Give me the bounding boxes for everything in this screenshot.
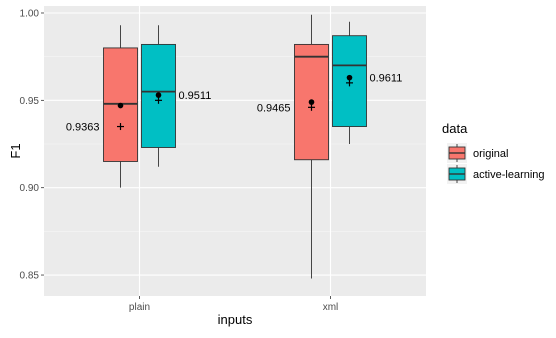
mean-point [346,74,353,81]
y-axis-title: F1 [8,143,23,158]
mean-annotations: 0.9363 0.9465 0.9511 0.9611 [66,73,402,134]
legend: data original active-learning [442,121,545,184]
mean-label: 0.9465 [257,102,291,114]
mean-label: 0.9611 [370,73,403,85]
legend-key-active-learning [447,164,467,184]
box-original-xml [294,14,329,279]
box-series [103,14,367,279]
legend-title: data [442,121,468,136]
mean-label: 0.9511 [179,90,212,102]
y-tick-label: 0.85 [20,271,40,282]
y-tick-label: 0.95 [20,96,40,107]
mean-point [308,99,315,105]
box-active-learning-plain [141,25,176,167]
box-active-learning-xml [332,21,367,145]
y-tick-label: 1.00 [20,8,40,19]
x-tick-label: xml [323,302,339,313]
plot-panel [44,6,426,296]
x-tick-label: plain [129,302,150,313]
y-tick-label: 0.90 [20,183,40,194]
box-original-plain [103,25,138,188]
y-axis: 0.85 0.90 0.95 1.00 [20,8,44,282]
mean-point [155,92,162,98]
legend-key-original [447,143,467,163]
legend-label: original [473,148,508,160]
x-axis: plain xml [129,296,338,313]
x-axis-title: inputs [218,312,253,327]
mean-label: 0.9363 [66,122,100,134]
legend-label: active-learning [473,169,545,181]
mean-point [117,102,124,109]
